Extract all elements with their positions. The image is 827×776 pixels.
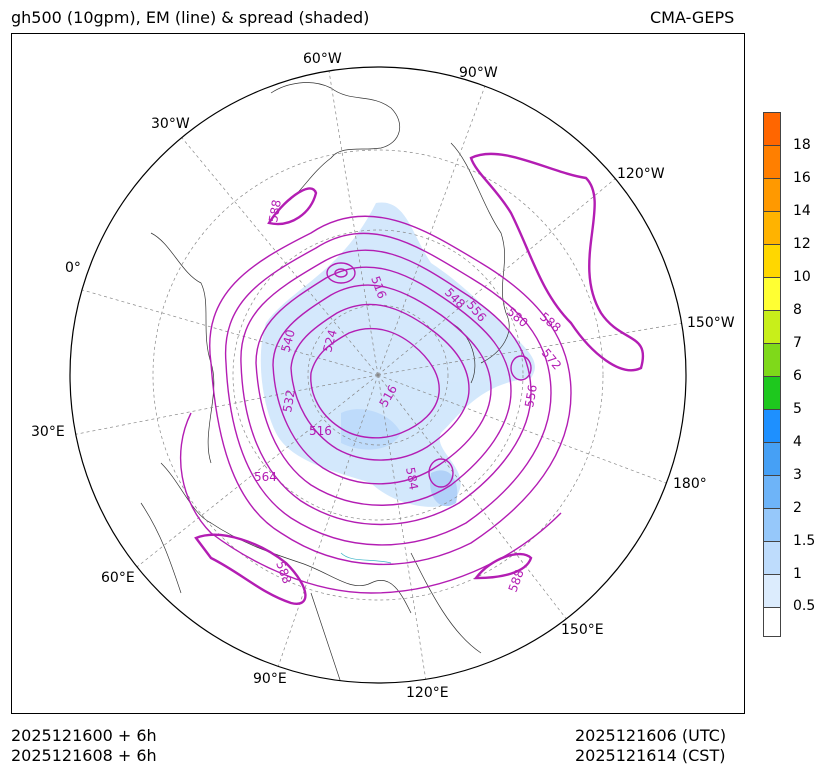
colorbar-label: 2: [793, 500, 802, 516]
colorbar-segment: [763, 607, 781, 637]
colorbar-label: 7: [793, 335, 802, 351]
colorbar-label: 4: [793, 434, 802, 450]
lon-label-180: 180°: [673, 476, 707, 492]
colorbar-label: 1: [793, 566, 802, 582]
valid-time-utc: 2025121606 (UTC): [575, 726, 727, 745]
colorbar-label: 14: [793, 203, 811, 219]
lon-label-150w: 150°W: [687, 315, 735, 331]
colorbar-label: 12: [793, 236, 811, 252]
colorbar-segment: [763, 244, 781, 278]
colorbar-segment: [763, 178, 781, 212]
contour-label: 588: [537, 310, 564, 335]
contour-label: 580: [504, 305, 531, 330]
valid-time-block: 2025121606 (UTC) 2025121614 (CST): [575, 726, 726, 766]
colorbar-label: 18: [793, 137, 811, 153]
colorbar-segment: [763, 112, 781, 146]
contour-label: 588: [266, 199, 284, 224]
lon-label-90e: 90°E: [253, 671, 287, 687]
colorbar-segment: [763, 277, 781, 311]
lon-label-90w: 90°W: [459, 65, 498, 81]
colorbar-segment: [763, 541, 781, 575]
polar-map: 588 588 588 588 564 580 572 556 556 548 …: [31, 51, 735, 701]
longitude-labels: 60°W 90°W 30°W 120°W 0° 150°W 30°E 180° …: [31, 51, 735, 701]
init-time-cst: 2025121608 + 6h: [11, 746, 157, 765]
model-name: CMA-GEPS: [650, 8, 735, 27]
lon-label-60w: 60°W: [303, 51, 342, 67]
contour-label: 584: [403, 466, 421, 491]
colorbar-label: 6: [793, 368, 802, 384]
map-frame: [11, 33, 745, 714]
colorbar: [763, 112, 781, 637]
colorbar-label: 0.5: [793, 598, 816, 614]
colorbar-label: 16: [793, 170, 811, 186]
contour-label: 524: [320, 328, 339, 354]
colorbar-segment: [763, 508, 781, 542]
lon-label-30e: 30°E: [31, 424, 65, 440]
lon-label-120e: 120°E: [406, 685, 449, 701]
colorbar-segment: [763, 574, 781, 608]
colorbar-segment: [763, 475, 781, 509]
lon-label-150e: 150°E: [561, 622, 604, 638]
valid-time-cst: 2025121614 (CST): [575, 746, 726, 765]
colorbar-label: 3: [793, 467, 802, 483]
colorbar-segment: [763, 409, 781, 443]
colorbar-label: 10: [793, 269, 811, 285]
init-time-block: 2025121600 + 6h 2025121608 + 6h: [11, 726, 157, 766]
graticule: [71, 70, 684, 682]
colorbar-segment: [763, 376, 781, 410]
map-boundary-circle: [69, 66, 687, 684]
lon-label-30w: 30°W: [151, 116, 190, 132]
contour-label: 540: [278, 328, 297, 354]
chart-title: gh500 (10gpm), EM (line) & spread (shade…: [11, 8, 370, 27]
colorbar-segment: [763, 310, 781, 344]
contour-label: 588: [506, 568, 527, 594]
contour-label: 588: [273, 559, 294, 585]
colorbar-label: 5: [793, 401, 802, 417]
lon-label-60e: 60°E: [101, 570, 135, 586]
contour-label: 516: [309, 424, 332, 438]
colorbar-segment: [763, 442, 781, 476]
subtropical-588-contours: [194, 152, 644, 605]
contour-label: 564: [254, 470, 277, 484]
colorbar-segment: [763, 343, 781, 377]
contour-label: 556: [522, 384, 540, 409]
contour-label: 532: [280, 389, 298, 414]
init-time-utc: 2025121600 + 6h: [11, 726, 157, 745]
colorbar-segment: [763, 211, 781, 245]
lon-label-0: 0°: [65, 260, 81, 276]
lon-label-120w: 120°W: [617, 166, 665, 182]
colorbar-label: 8: [793, 302, 802, 318]
colorbar-label: 1.5: [793, 533, 816, 549]
ensemble-mean-contours: [179, 215, 572, 594]
colorbar-segment: [763, 145, 781, 179]
